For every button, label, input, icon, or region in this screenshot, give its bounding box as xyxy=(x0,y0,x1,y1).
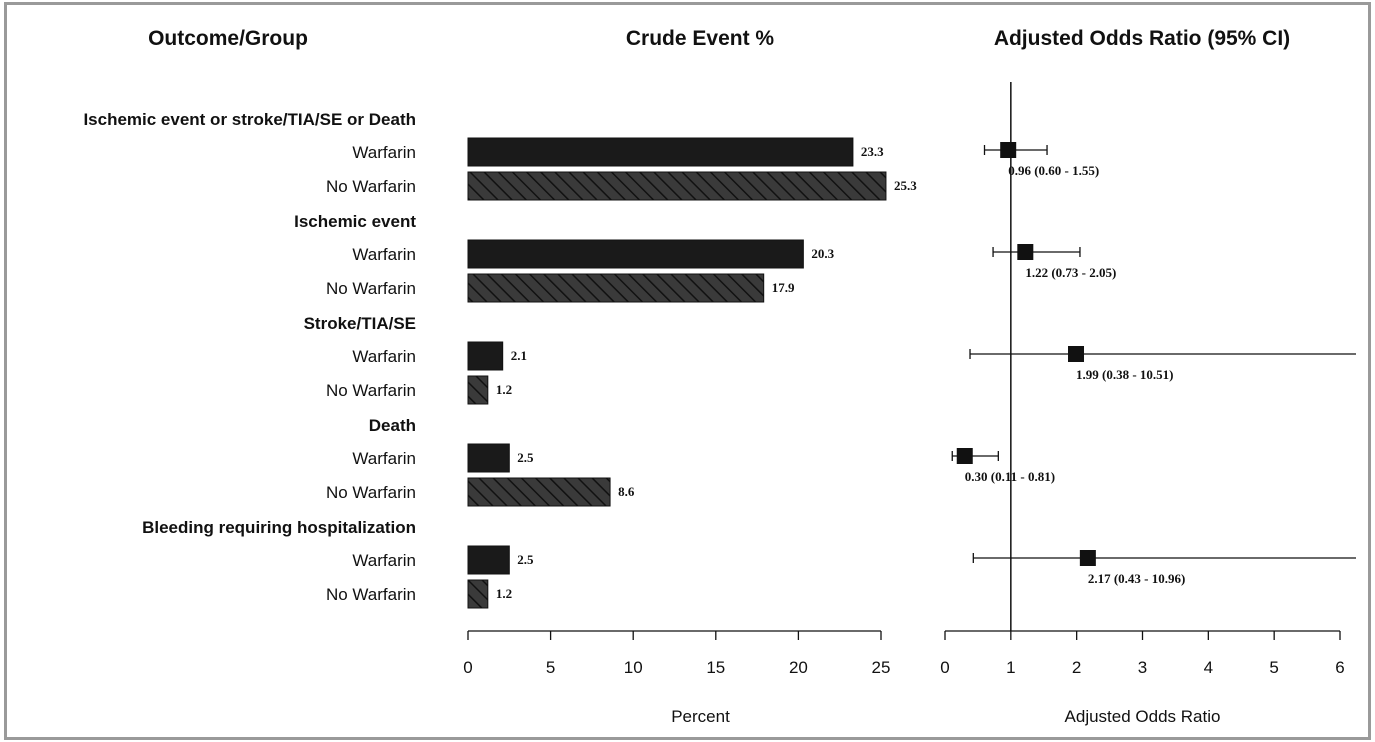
or-estimate-label: 1.99 (0.38 - 10.51) xyxy=(1076,367,1174,382)
x-tick-label: 25 xyxy=(872,658,891,677)
bar-value-label: 17.9 xyxy=(772,280,795,295)
header-adjusted-odds-ratio: Adjusted Odds Ratio (95% CI) xyxy=(994,27,1290,50)
or-point xyxy=(1000,142,1017,158)
or-point xyxy=(1068,346,1085,362)
row-label: Warfarin xyxy=(352,347,416,366)
odds-ratio-plot: 0 1 2 3 4 5 6 Adjusted Odds Ratio 0.96 (0.60 - 1… xyxy=(940,82,1356,726)
row-label: No Warfarin xyxy=(326,177,416,196)
or-estimate-label: 1.22 (0.73 - 2.05) xyxy=(1025,265,1116,280)
bar xyxy=(467,579,489,609)
bar xyxy=(467,171,887,201)
bar xyxy=(467,137,854,167)
header-outcome-group: Outcome/Group xyxy=(148,27,308,50)
x-tick-label: 20 xyxy=(789,658,808,677)
bar-value-label: 2.5 xyxy=(517,450,534,465)
or-estimate-label: 2.17 (0.43 - 10.96) xyxy=(1088,571,1186,586)
bar xyxy=(467,341,504,371)
bar xyxy=(467,477,611,507)
row-label: Warfarin xyxy=(352,143,416,162)
group-label: Bleeding requiring hospitalization xyxy=(142,518,416,537)
or-axis-label: Adjusted Odds Ratio xyxy=(1065,707,1221,726)
or-tick-label: 4 xyxy=(1204,658,1213,677)
row-label: Warfarin xyxy=(352,551,416,570)
or-point xyxy=(1017,244,1034,260)
group-label: Ischemic event or stroke/TIA/SE or Death xyxy=(83,110,416,129)
or-estimate-label: 0.96 (0.60 - 1.55) xyxy=(1008,163,1099,178)
bar-value-label: 25.3 xyxy=(894,178,917,193)
bar-value-label: 20.3 xyxy=(811,246,834,261)
crude-bar-plot: 23.3 25.3 20.3 17.9 2.1 1.2 2.5 8.6 2.5 1.2 0 5 10 15… xyxy=(463,137,917,726)
or-tick-label: 6 xyxy=(1335,658,1344,677)
bar-value-label: 2.1 xyxy=(511,348,527,363)
bar-value-label: 1.2 xyxy=(496,586,512,601)
or-tick-label: 2 xyxy=(1072,658,1081,677)
row-label: No Warfarin xyxy=(326,585,416,604)
group-label: Death xyxy=(369,416,416,435)
x-axis-label: Percent xyxy=(671,707,730,726)
bar-value-label: 23.3 xyxy=(861,144,884,159)
or-tick-label: 1 xyxy=(1006,658,1015,677)
or-tick-label: 0 xyxy=(940,658,949,677)
or-point xyxy=(1079,550,1096,566)
x-tick-label: 5 xyxy=(546,658,555,677)
header-crude-event: Crude Event % xyxy=(626,27,775,50)
bar xyxy=(467,545,510,575)
or-estimate-label: 0.30 (0.11 - 0.81) xyxy=(965,469,1055,484)
row-label: No Warfarin xyxy=(326,381,416,400)
x-tick-label: 15 xyxy=(706,658,725,677)
row-label: Warfarin xyxy=(352,245,416,264)
group-label: Stroke/TIA/SE xyxy=(304,314,416,333)
bar-value-label: 8.6 xyxy=(618,484,635,499)
row-label: Warfarin xyxy=(352,449,416,468)
bar-value-label: 1.2 xyxy=(496,382,512,397)
bar-value-label: 2.5 xyxy=(517,552,534,567)
row-labels: Ischemic event or stroke/TIA/SE or Death… xyxy=(83,110,416,604)
row-label: No Warfarin xyxy=(326,279,416,298)
x-tick-label: 0 xyxy=(463,658,472,677)
or-point xyxy=(956,448,973,464)
or-tick-label: 3 xyxy=(1138,658,1147,677)
row-label: No Warfarin xyxy=(326,483,416,502)
x-tick-label: 10 xyxy=(624,658,643,677)
or-tick-label: 5 xyxy=(1269,658,1278,677)
bar xyxy=(467,443,510,473)
bar xyxy=(467,239,804,269)
group-label: Ischemic event xyxy=(294,212,416,231)
bar xyxy=(467,273,765,303)
figure-frame xyxy=(4,2,1371,740)
bar xyxy=(467,375,489,405)
